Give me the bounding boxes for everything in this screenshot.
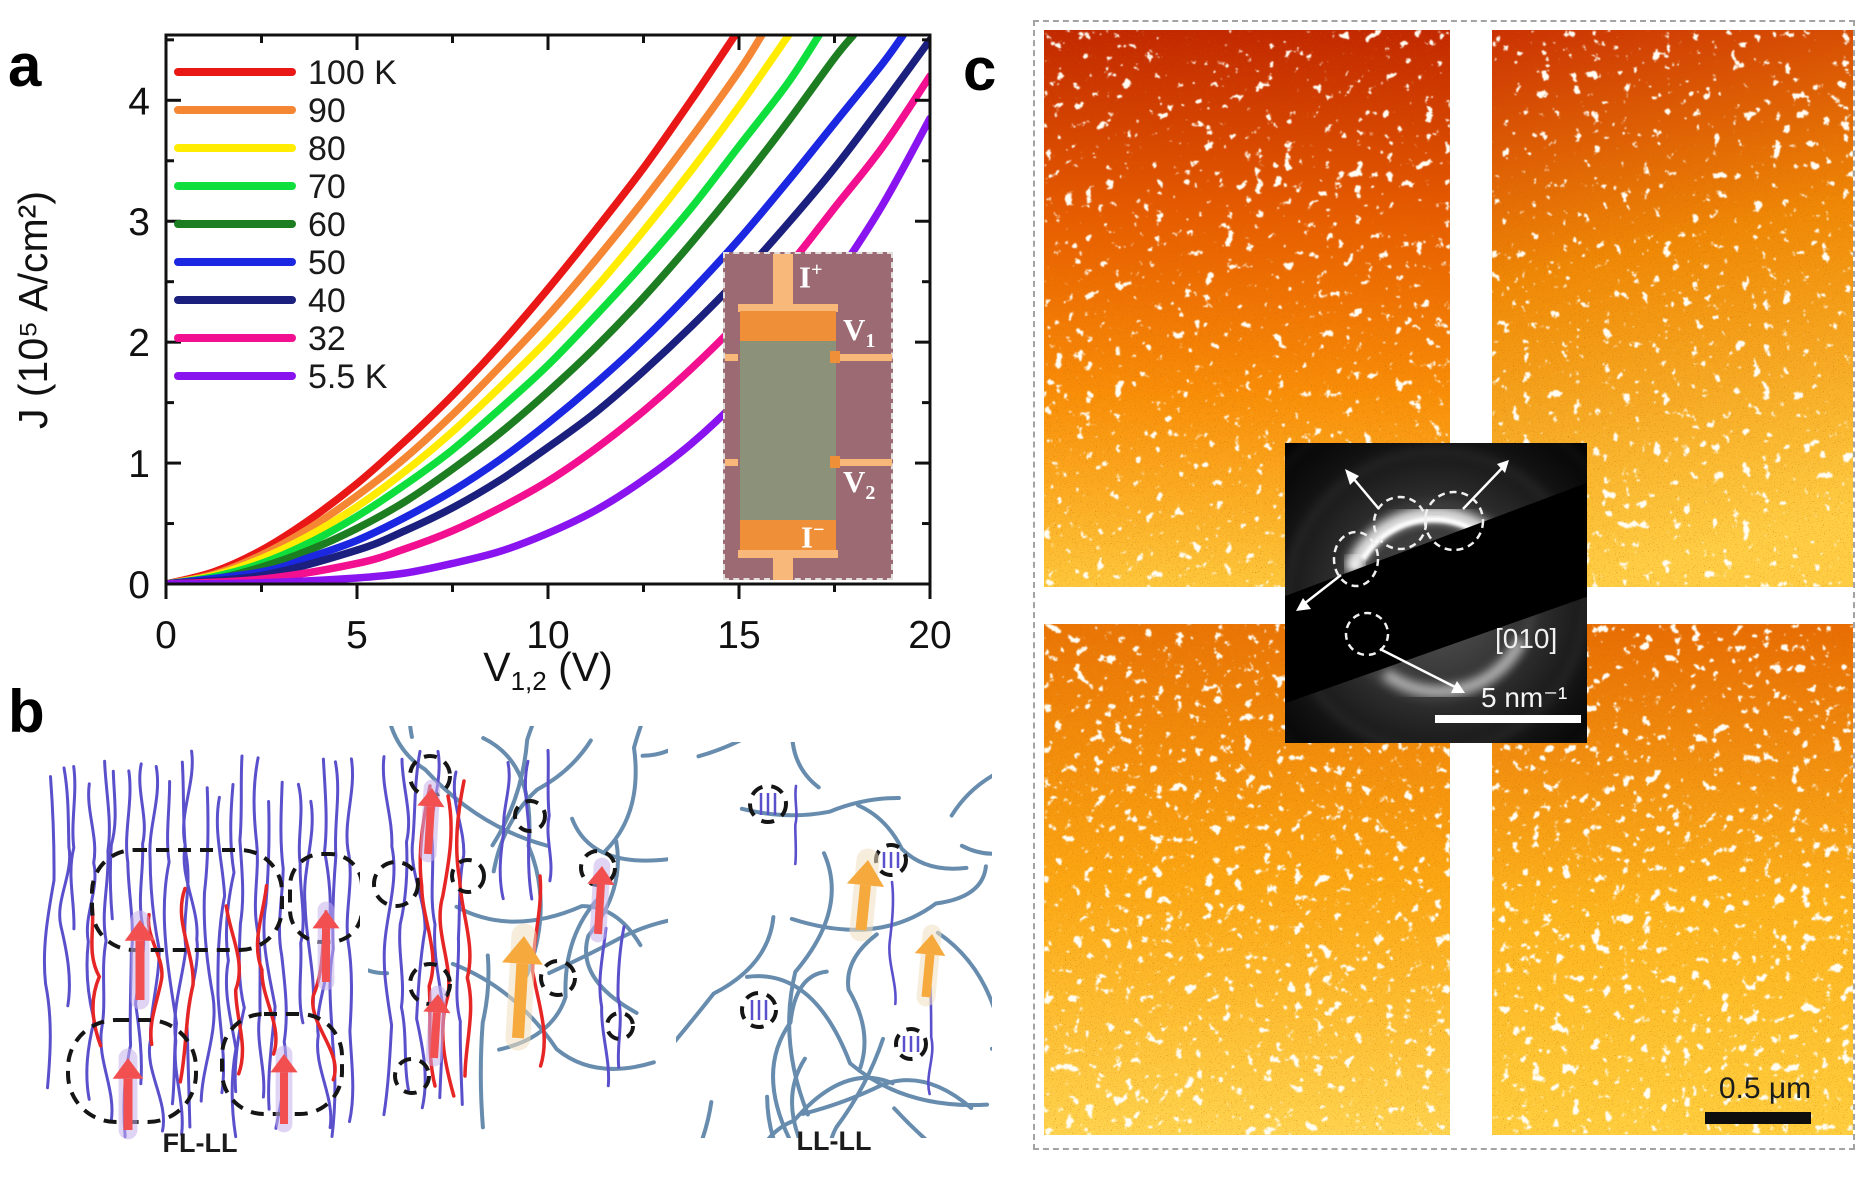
nanocrystal-outlines — [740, 784, 928, 1061]
zone-axis-label: [010] — [1495, 623, 1557, 654]
charge-flow-arrows — [417, 779, 615, 1067]
legend-label: 100 K — [308, 54, 397, 92]
curve-60 — [166, 35, 858, 584]
schematic-ll-ll — [676, 742, 992, 1138]
amorphous-chains — [676, 742, 992, 1138]
diffraction-arrows — [1296, 460, 1509, 693]
legend-label: 5.5 K — [308, 358, 388, 396]
diffraction-scale-label: 5 nm⁻¹ — [1481, 682, 1567, 713]
curve-80 — [166, 35, 793, 584]
x-tick-label: 15 — [717, 614, 760, 657]
device-lead-top — [773, 254, 793, 310]
device-probe-stub-v1 — [830, 351, 840, 363]
caption-fl-ll: FL-LL — [162, 1128, 238, 1158]
legend-label: 40 — [308, 282, 346, 320]
chart-curves — [166, 35, 930, 584]
x-tick-label: 20 — [908, 614, 951, 657]
device-pad-bottom-light — [738, 550, 838, 558]
x-tick-label: 0 — [155, 614, 177, 657]
device-label-v1: V1 — [843, 312, 876, 353]
y-tick-label: 4 — [128, 80, 150, 123]
legend-label: 32 — [308, 320, 346, 358]
device-probe-line-v1 — [836, 354, 892, 361]
charge-flow-arrows — [846, 848, 946, 1007]
device-contact-bottom — [740, 520, 836, 550]
diffraction-spot-circles — [1332, 490, 1485, 657]
device-probe-left-2 — [725, 459, 738, 466]
axis-ticks — [164, 35, 932, 599]
y-tick-label: 1 — [128, 443, 150, 486]
curve-32 — [166, 72, 930, 584]
legend-label: 50 — [308, 244, 346, 282]
diffraction-scale-bar — [1435, 715, 1581, 723]
panel-a-label: a — [8, 32, 42, 99]
device-probe-line-v2 — [836, 459, 892, 466]
legend-label: 60 — [308, 206, 346, 244]
device-label-i-minus: I− — [801, 519, 825, 555]
beam-stop-band — [1285, 482, 1587, 704]
panel-c-label: c — [963, 36, 997, 103]
panel-b-label: b — [8, 678, 45, 745]
y-tick-label: 0 — [128, 564, 150, 607]
y-tick-label: 2 — [128, 322, 150, 365]
tem-scale-label: 0.5 μm — [1718, 1072, 1812, 1105]
device-probe-left-1 — [725, 354, 738, 361]
curve-90 — [166, 35, 766, 584]
device-micrograph-inset: I+ V1 V2 I− — [723, 252, 893, 580]
legend-label: 70 — [308, 168, 346, 206]
curve-100-K — [166, 35, 739, 584]
device-probe-stub-v2 — [830, 456, 840, 468]
schematic-fl-ll — [42, 749, 360, 1140]
device-label-v2: V2 — [843, 464, 876, 505]
x-tick-label: 5 — [346, 614, 368, 657]
device-pad-top-light — [738, 304, 838, 312]
y-tick-label: 3 — [128, 201, 150, 244]
device-label-i-plus: I+ — [799, 259, 823, 295]
device-channel — [740, 314, 836, 524]
device-lead-bottom — [773, 557, 793, 580]
curve-70 — [166, 35, 823, 584]
x-tick-label: 10 — [526, 614, 569, 657]
tem-montage: [010] 5 nm⁻¹ — [1033, 20, 1855, 1150]
tem-scale-bar — [1705, 1112, 1811, 1124]
schematic-mixed — [368, 726, 668, 1130]
device-contact-top — [740, 311, 836, 341]
x-axis-title: V1,2 (V) — [483, 644, 613, 697]
curve-40 — [166, 36, 930, 584]
y-axis-title: J (10⁵ A/cm²) — [10, 191, 56, 429]
tick-labels: 0 5 10 15 20 0 1 2 3 4 — [128, 80, 951, 657]
legend-label: 80 — [308, 130, 346, 168]
legend-label: 90 — [308, 92, 346, 130]
caption-ll-ll: LL-LL — [796, 1126, 872, 1156]
charge-flow-arrows — [112, 901, 340, 1140]
curve-50 — [166, 35, 908, 584]
diffraction-pattern-inset: [010] 5 nm⁻¹ — [1285, 443, 1587, 743]
